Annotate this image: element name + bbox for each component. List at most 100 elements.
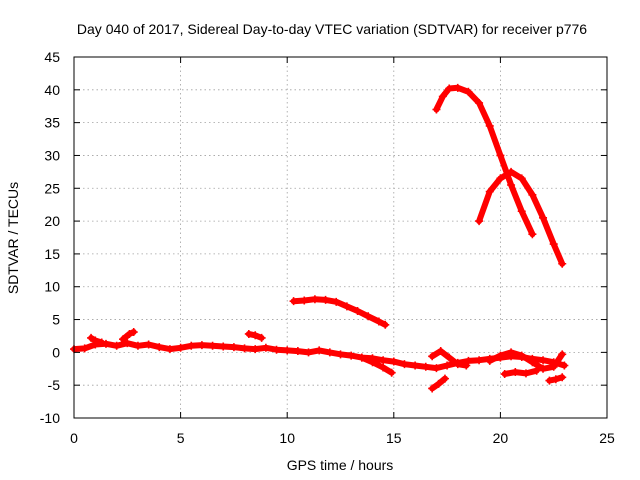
y-tick-label: 15 (44, 246, 60, 262)
data-point (197, 341, 206, 350)
data-point (539, 364, 548, 373)
y-tick-label: 45 (44, 49, 60, 65)
data-point (244, 329, 253, 338)
x-tick-label: 15 (386, 430, 402, 446)
y-axis-title: SDTVAR / TECUs (5, 182, 21, 294)
data-point (440, 374, 449, 383)
series-line (120, 329, 137, 343)
data-point (97, 338, 106, 347)
data-point (428, 384, 437, 393)
axis-tick-labels: 0 5 10 15 20 25 -10 -5 0 5 10 15 20 25 30 35 40 45 (40, 49, 615, 446)
data-point (528, 358, 537, 367)
y-tick-label: 0 (52, 344, 60, 360)
data-point (123, 339, 132, 348)
series-line (290, 296, 389, 328)
y-tick-label: 5 (52, 312, 60, 328)
data-point (528, 190, 537, 199)
data-point (315, 346, 324, 355)
data-point (517, 207, 526, 216)
data-point (257, 333, 266, 342)
data-point (387, 368, 396, 377)
data-point (432, 364, 441, 373)
data-point (539, 356, 548, 365)
data-point (129, 328, 138, 337)
series-line (476, 168, 566, 267)
data-point (125, 329, 134, 338)
data-point (347, 351, 356, 360)
chart-title: Day 040 of 2017, Sidereal Day-to-day VTE… (77, 21, 587, 37)
data-point (485, 356, 494, 365)
x-tick-label: 20 (493, 430, 509, 446)
data-point (357, 353, 366, 362)
data-point (80, 344, 89, 353)
y-tick-label: 40 (44, 82, 60, 98)
data-point (219, 342, 228, 351)
axis-ticks (73, 56, 608, 419)
data-point (496, 174, 505, 183)
data-point (428, 352, 437, 361)
data-point (551, 375, 560, 384)
data-point (475, 217, 484, 226)
data-point (91, 336, 100, 345)
data-point (353, 307, 362, 316)
data-point (549, 362, 558, 371)
data-point (436, 347, 445, 356)
data-point (453, 83, 462, 92)
data-point (364, 312, 373, 321)
series-segment-late-hump (428, 347, 471, 370)
data-point (374, 317, 383, 326)
y-tick-label: 20 (44, 213, 60, 229)
data-point (521, 369, 530, 378)
data-point (507, 180, 516, 189)
data-point (300, 296, 309, 305)
data-point (272, 345, 281, 354)
data-point (545, 376, 554, 385)
data-point (445, 84, 454, 93)
y-tick-label: 35 (44, 115, 60, 131)
series-segment-late-low (428, 374, 449, 393)
data-point (208, 341, 217, 350)
data-point (434, 379, 443, 388)
data-point (379, 356, 388, 365)
x-tick-label: 0 (70, 430, 78, 446)
data-point (400, 360, 409, 369)
data-point (511, 368, 520, 377)
data-point (549, 240, 558, 249)
data-point (229, 343, 238, 352)
data-point (539, 213, 548, 222)
data-point (251, 345, 260, 354)
data-point (462, 361, 471, 370)
data-point (475, 356, 484, 365)
data-point (144, 340, 153, 349)
data-point (289, 297, 298, 306)
data-point (310, 295, 319, 304)
x-tick-label: 10 (279, 430, 295, 446)
series-segment-second-arc (475, 167, 567, 268)
data-point (119, 335, 128, 344)
y-tick-label: -10 (40, 410, 60, 426)
data-point (336, 350, 345, 359)
data-point (165, 345, 174, 354)
data-point (283, 346, 292, 355)
data-point (558, 259, 567, 268)
data-point (517, 351, 526, 360)
data-point (558, 373, 567, 382)
data-point (321, 295, 330, 304)
series-line (501, 367, 540, 377)
series-segment-late-wave (485, 348, 567, 373)
data-point (304, 348, 313, 357)
y-tick-label: 10 (44, 279, 60, 295)
data-point (507, 167, 516, 176)
data-point (112, 341, 121, 350)
data-layer (70, 83, 569, 393)
y-tick-label: 30 (44, 147, 60, 163)
data-point (496, 151, 505, 160)
y-tick-label: -5 (48, 377, 61, 393)
data-point (528, 230, 537, 239)
series-segment-late-end (545, 373, 567, 385)
series-line (358, 354, 395, 376)
data-point (176, 343, 185, 352)
data-point (133, 341, 142, 350)
x-tick-label: 5 (177, 430, 185, 446)
